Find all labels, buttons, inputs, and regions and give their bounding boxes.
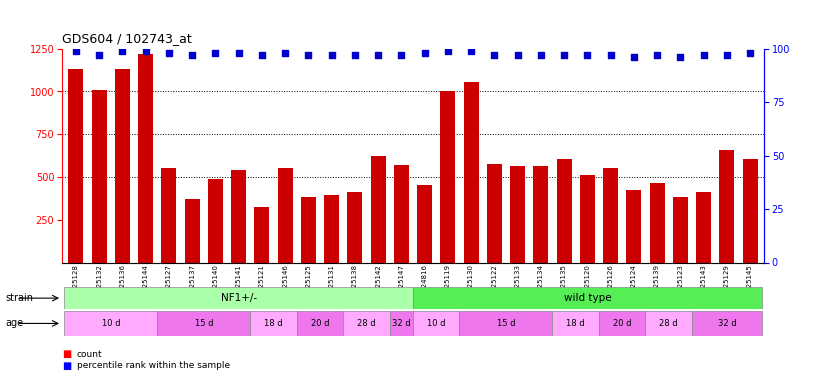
FancyBboxPatch shape	[692, 311, 762, 336]
FancyBboxPatch shape	[413, 287, 762, 309]
Text: 18 d: 18 d	[567, 319, 585, 328]
Bar	[743, 159, 757, 262]
Text: GDS604 / 102743_at: GDS604 / 102743_at	[62, 32, 192, 45]
FancyBboxPatch shape	[250, 311, 297, 336]
Bar	[557, 159, 572, 262]
Point	[209, 50, 222, 56]
Point	[278, 50, 292, 56]
Point	[372, 52, 385, 58]
Point	[93, 52, 106, 58]
Text: 32 d: 32 d	[392, 319, 411, 328]
FancyBboxPatch shape	[645, 311, 692, 336]
Bar	[580, 175, 595, 262]
FancyBboxPatch shape	[157, 311, 250, 336]
Point	[395, 52, 408, 58]
Bar	[69, 69, 83, 262]
Point	[232, 50, 245, 56]
Point	[697, 52, 710, 58]
Point	[558, 52, 571, 58]
Bar	[92, 90, 107, 262]
Bar	[231, 170, 246, 262]
Point	[325, 52, 338, 58]
Text: 18 d: 18 d	[264, 319, 282, 328]
Text: 28 d: 28 d	[659, 319, 678, 328]
Point	[349, 52, 362, 58]
Bar	[440, 91, 455, 262]
Bar	[184, 199, 200, 262]
Text: wild type: wild type	[563, 293, 611, 303]
Point	[162, 50, 175, 56]
Bar	[696, 192, 711, 262]
FancyBboxPatch shape	[599, 311, 645, 336]
Point	[488, 52, 501, 58]
Bar	[254, 207, 269, 262]
Bar	[208, 179, 223, 262]
Text: 32 d: 32 d	[718, 319, 736, 328]
Point	[720, 52, 733, 58]
Bar	[301, 196, 316, 262]
Bar	[417, 185, 432, 262]
FancyBboxPatch shape	[413, 311, 459, 336]
Point	[116, 48, 129, 54]
Point	[418, 50, 431, 56]
Bar	[278, 168, 292, 262]
FancyBboxPatch shape	[297, 311, 344, 336]
Bar	[347, 192, 363, 262]
Text: 15 d: 15 d	[194, 319, 213, 328]
Point	[511, 52, 525, 58]
Bar	[719, 150, 734, 262]
Point	[186, 52, 199, 58]
Text: age: age	[6, 318, 24, 328]
Point	[464, 48, 477, 54]
Text: 10 d: 10 d	[102, 319, 120, 328]
Bar	[510, 166, 525, 262]
FancyBboxPatch shape	[64, 287, 413, 309]
Text: percentile rank within the sample: percentile rank within the sample	[77, 361, 230, 370]
Point	[674, 54, 687, 60]
Point	[581, 52, 594, 58]
Point	[69, 48, 83, 54]
Point	[743, 50, 757, 56]
Bar	[463, 82, 479, 262]
Text: 28 d: 28 d	[357, 319, 376, 328]
Text: 10 d: 10 d	[427, 319, 445, 328]
Point	[534, 52, 548, 58]
Bar	[161, 168, 177, 262]
Text: count: count	[77, 350, 102, 359]
Text: 20 d: 20 d	[613, 319, 632, 328]
FancyBboxPatch shape	[390, 311, 413, 336]
Text: ■: ■	[62, 361, 71, 370]
Point	[651, 52, 664, 58]
Point	[627, 54, 640, 60]
Point	[255, 52, 268, 58]
Bar	[394, 165, 409, 262]
Bar	[649, 183, 665, 262]
Bar	[371, 156, 386, 262]
Text: 20 d: 20 d	[311, 319, 330, 328]
Point	[604, 52, 617, 58]
FancyBboxPatch shape	[64, 311, 157, 336]
FancyBboxPatch shape	[459, 311, 553, 336]
Bar	[603, 168, 618, 262]
Bar	[138, 54, 153, 262]
Bar	[487, 164, 502, 262]
Bar	[115, 69, 130, 262]
Bar	[673, 196, 688, 262]
Bar	[324, 195, 339, 262]
Point	[441, 48, 454, 54]
Text: ■: ■	[62, 350, 71, 359]
Text: NF1+/-: NF1+/-	[221, 293, 257, 303]
Point	[139, 48, 152, 54]
FancyBboxPatch shape	[553, 311, 599, 336]
Bar	[626, 190, 642, 262]
Bar	[534, 166, 548, 262]
Text: strain: strain	[6, 293, 34, 303]
FancyBboxPatch shape	[344, 311, 390, 336]
Text: 15 d: 15 d	[496, 319, 515, 328]
Point	[301, 52, 315, 58]
